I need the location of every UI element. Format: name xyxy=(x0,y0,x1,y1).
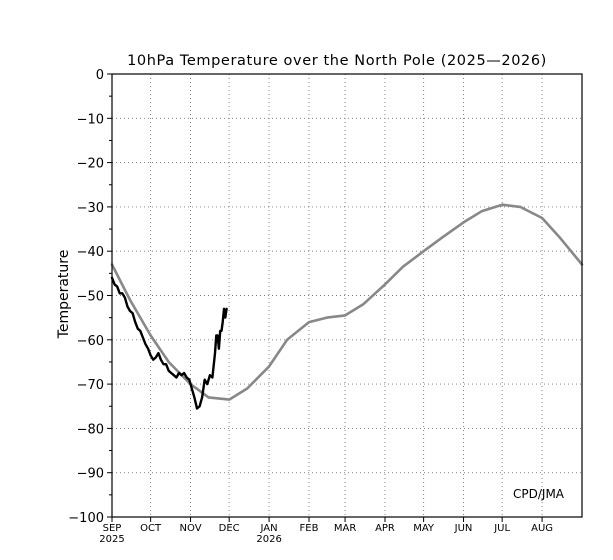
y-tick-label: 0 xyxy=(96,68,104,83)
x-tick-label: AUG xyxy=(531,523,553,534)
y-tick-label: −50 xyxy=(77,290,104,305)
x-tick-year-label: 2026 xyxy=(256,534,281,545)
y-tick-label: −10 xyxy=(77,112,104,127)
x-tick-label: FEB xyxy=(300,523,319,534)
series-layer xyxy=(110,203,584,410)
y-axis-label: Temperature xyxy=(56,250,72,340)
x-tick-label: JUL xyxy=(493,523,510,534)
y-tick-label: −60 xyxy=(77,334,104,349)
x-tick-label: OCT xyxy=(140,523,162,534)
x-tick-label: JUN xyxy=(454,523,473,534)
y-tick-label: −30 xyxy=(77,201,104,216)
y-tick-label: −100 xyxy=(68,511,104,526)
y-tick-label: −90 xyxy=(77,467,104,482)
y-tick-label: −70 xyxy=(77,378,104,393)
y-tick-label: −20 xyxy=(77,157,104,172)
credit-annotation: CPD/JMA xyxy=(513,487,565,501)
x-tick-label: DEC xyxy=(219,523,240,534)
x-tick-label: MAY xyxy=(413,523,435,534)
observed-line xyxy=(110,276,228,410)
y-tick-label: −80 xyxy=(77,422,104,437)
x-tick-label: JAN xyxy=(260,523,278,534)
x-tick-label: SEP xyxy=(103,523,122,534)
x-tick-label: APR xyxy=(375,523,395,534)
y-axis: 0 −10 −20 −30 −40 −50 −60 −70 −80 −90 −100 xyxy=(68,68,112,526)
chart-title: 10hPa Temperature over the North Pole (2… xyxy=(127,53,547,69)
x-tick-year-label: 2025 xyxy=(99,534,124,545)
y-tick-label: −40 xyxy=(77,245,104,260)
x-tick-label: MAR xyxy=(334,523,356,534)
x-tick-label: NOV xyxy=(180,523,202,534)
